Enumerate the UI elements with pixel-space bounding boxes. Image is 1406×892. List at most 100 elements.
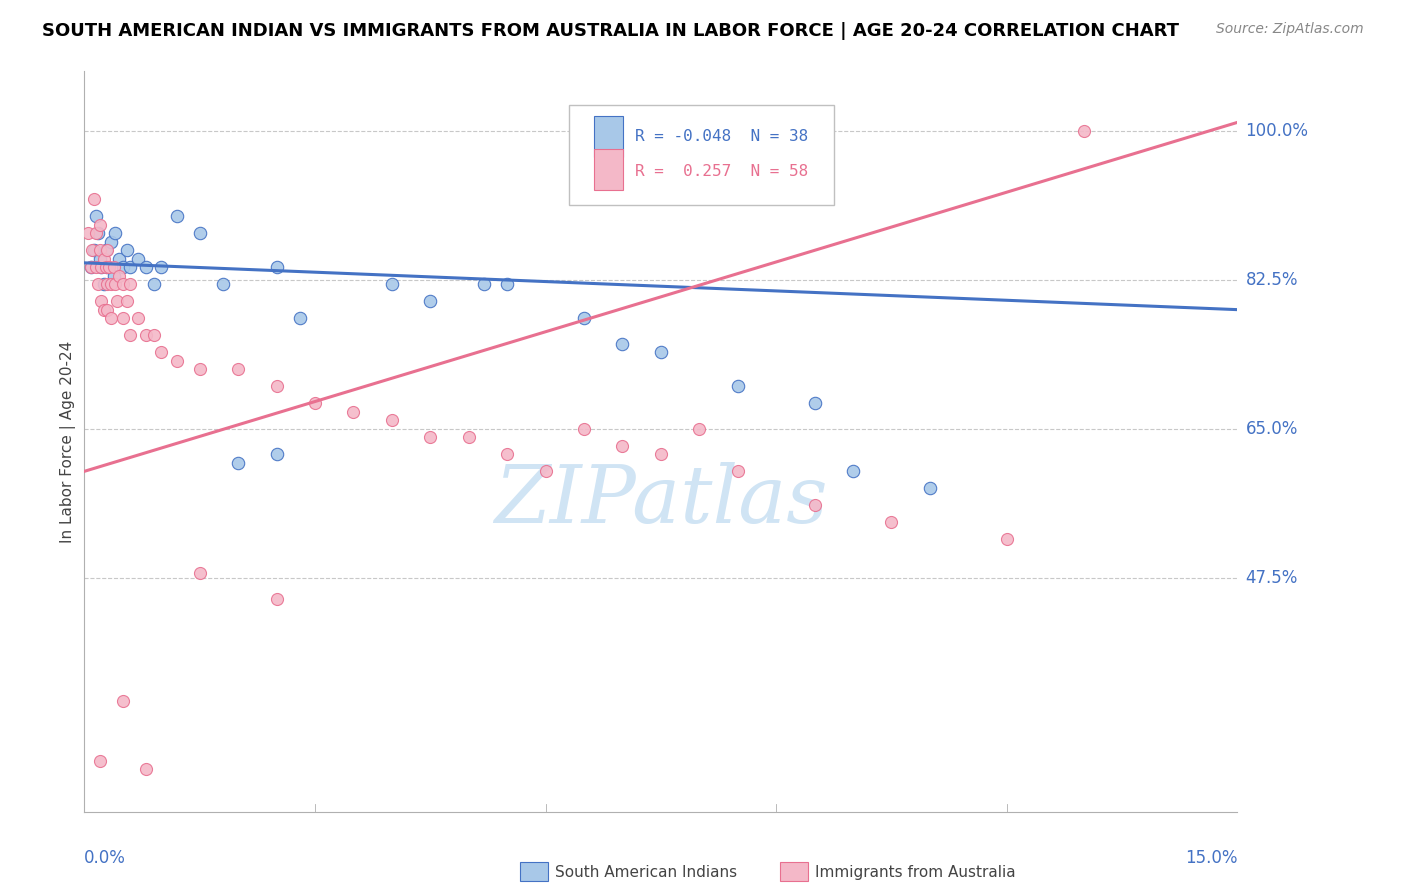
Point [89, 218, 111, 232]
Point [84, 209, 107, 223]
Point [79, 260, 101, 274]
Point [83, 192, 105, 206]
Point [188, 362, 211, 376]
Point [93, 302, 115, 317]
Point [150, 260, 173, 274]
Point [266, 260, 288, 274]
Point [918, 481, 941, 495]
Point [534, 464, 557, 478]
Point [84, 260, 107, 274]
Point [496, 447, 519, 461]
Point [111, 260, 134, 274]
Point [727, 464, 749, 478]
Point [84, 226, 107, 240]
Point [87, 277, 110, 292]
Point [103, 260, 125, 274]
Point [612, 336, 634, 351]
Point [90, 260, 112, 274]
Point [127, 311, 149, 326]
Text: R =  0.257  N = 58: R = 0.257 N = 58 [636, 164, 808, 178]
Point [100, 235, 122, 249]
Point [135, 260, 157, 274]
Point [304, 396, 326, 410]
Point [90, 260, 112, 274]
Point [96, 277, 118, 292]
Point [472, 277, 495, 292]
Point [650, 345, 672, 359]
Point [89, 243, 111, 257]
Point [115, 294, 138, 309]
Point [226, 456, 249, 470]
Point [288, 311, 311, 326]
Point [226, 362, 249, 376]
Bar [593, 149, 623, 190]
Point [381, 413, 404, 427]
Text: 82.5%: 82.5% [1246, 271, 1298, 289]
Point [803, 396, 825, 410]
Point [89, 754, 111, 768]
Point [688, 422, 710, 436]
Point [188, 226, 211, 240]
Text: R = -0.048  N = 38: R = -0.048 N = 38 [636, 129, 808, 144]
Point [135, 762, 157, 776]
Text: 65.0%: 65.0% [1246, 420, 1298, 438]
Point [120, 277, 142, 292]
Point [108, 268, 131, 283]
Point [87, 226, 110, 240]
Text: 0.0%: 0.0% [84, 849, 127, 867]
Point [142, 328, 165, 343]
Point [419, 294, 441, 309]
Point [612, 439, 634, 453]
Point [650, 447, 672, 461]
Point [77, 226, 100, 240]
Point [104, 277, 127, 292]
Point [572, 311, 595, 326]
Text: Immigrants from Australia: Immigrants from Australia [815, 865, 1017, 880]
Point [572, 422, 595, 436]
Point [727, 379, 749, 393]
Point [803, 499, 825, 513]
Point [188, 566, 211, 581]
Point [96, 302, 118, 317]
Text: ZIPatlas: ZIPatlas [494, 462, 828, 540]
Point [93, 277, 115, 292]
Point [457, 430, 479, 444]
Point [111, 277, 134, 292]
Point [104, 226, 127, 240]
Point [496, 277, 519, 292]
Point [880, 516, 903, 530]
Point [108, 252, 131, 266]
Point [83, 243, 105, 257]
Point [266, 591, 288, 606]
Point [995, 533, 1018, 547]
Point [342, 405, 364, 419]
Point [266, 379, 288, 393]
Point [120, 328, 142, 343]
Point [80, 243, 103, 257]
Point [120, 260, 142, 274]
Point [166, 209, 188, 223]
Text: 100.0%: 100.0% [1246, 122, 1309, 140]
Text: 47.5%: 47.5% [1246, 569, 1298, 587]
Y-axis label: In Labor Force | Age 20-24: In Labor Force | Age 20-24 [60, 341, 76, 542]
Point [1073, 124, 1095, 138]
Point [166, 353, 188, 368]
Point [842, 464, 865, 478]
Point [142, 277, 165, 292]
Point [211, 277, 233, 292]
FancyBboxPatch shape [568, 104, 834, 204]
Point [105, 294, 128, 309]
Point [150, 345, 173, 359]
Point [419, 430, 441, 444]
Point [96, 243, 118, 257]
Point [100, 277, 122, 292]
Point [381, 277, 404, 292]
Text: Source: ZipAtlas.com: Source: ZipAtlas.com [1216, 22, 1364, 37]
Text: SOUTH AMERICAN INDIAN VS IMMIGRANTS FROM AUSTRALIA IN LABOR FORCE | AGE 20-24 CO: SOUTH AMERICAN INDIAN VS IMMIGRANTS FROM… [42, 22, 1180, 40]
Bar [593, 116, 623, 156]
Point [111, 694, 134, 708]
Point [79, 260, 101, 274]
Point [127, 252, 149, 266]
Text: South American Indians: South American Indians [555, 865, 738, 880]
Point [96, 260, 118, 274]
